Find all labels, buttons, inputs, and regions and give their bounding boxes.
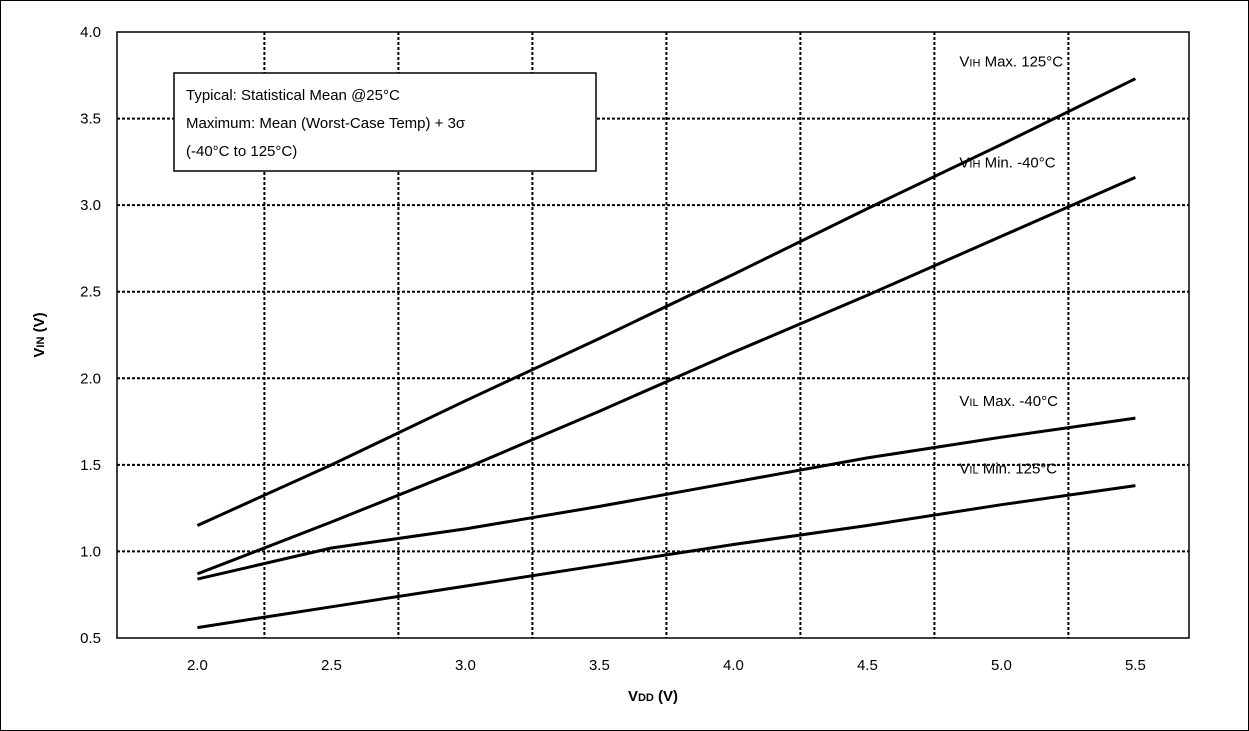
- plot-area: [116, 31, 1190, 639]
- series-line-2: [196, 176, 1137, 576]
- y-tick-label: 1.5: [80, 457, 101, 474]
- series-label-1: VIH Max. 125°C: [959, 54, 1063, 71]
- y-tick-label: 1.0: [80, 543, 101, 560]
- y-tick-labels: 0.5 1.0 1.5 2.0 2.5 3.0 3.5 4.0: [80, 24, 101, 647]
- series-lines: [196, 77, 1137, 630]
- x-tick-label: 3.0: [455, 657, 476, 674]
- series-line-1: [196, 77, 1137, 527]
- x-tick-label: 2.5: [321, 657, 342, 674]
- y-tick-label: 0.5: [80, 630, 101, 647]
- series-line-3: [197, 416, 1136, 581]
- annotation-line-1: Typical: Statistical Mean @25°C: [186, 87, 400, 104]
- series-label-2: VIH Min. -40°C: [959, 154, 1055, 171]
- x-tick-label: 3.5: [589, 657, 610, 674]
- series-line-4: [197, 484, 1136, 630]
- series-labels: VIH Max. 125°C VIH Min. -40°C VIL Max. -40…: [959, 54, 1063, 478]
- series-label-3: VIL Max. -40°C: [959, 393, 1058, 410]
- y-tick-label: 2.5: [80, 284, 101, 301]
- x-tick-label: 2.0: [187, 657, 208, 674]
- annotation-line-3: (-40°C to 125°C): [186, 143, 297, 160]
- x-axis-title: VDD (V): [628, 688, 678, 705]
- y-tick-label: 4.0: [80, 24, 101, 41]
- annotation-box: Typical: Statistical Mean @25°C Maximum:…: [173, 72, 597, 172]
- annotation-line-2: Maximum: Mean (Worst-Case Temp) + 3σ: [186, 115, 466, 132]
- x-tick-label: 5.5: [1125, 657, 1146, 674]
- y-tick-label: 3.5: [80, 111, 101, 128]
- series-label-4: VIL Min. 125°C: [959, 461, 1057, 478]
- x-tick-label: 4.0: [723, 657, 744, 674]
- x-tick-label: 5.0: [991, 657, 1012, 674]
- y-axis-title: VIN (V): [31, 312, 48, 357]
- y-tick-label: 2.0: [80, 370, 101, 387]
- x-tick-label: 4.5: [857, 657, 878, 674]
- x-tick-labels: 2.0 2.5 3.0 3.5 4.0 4.5 5.0 5.5: [187, 657, 1146, 674]
- y-tick-label: 3.0: [80, 197, 101, 214]
- annotation-frame: [173, 72, 597, 172]
